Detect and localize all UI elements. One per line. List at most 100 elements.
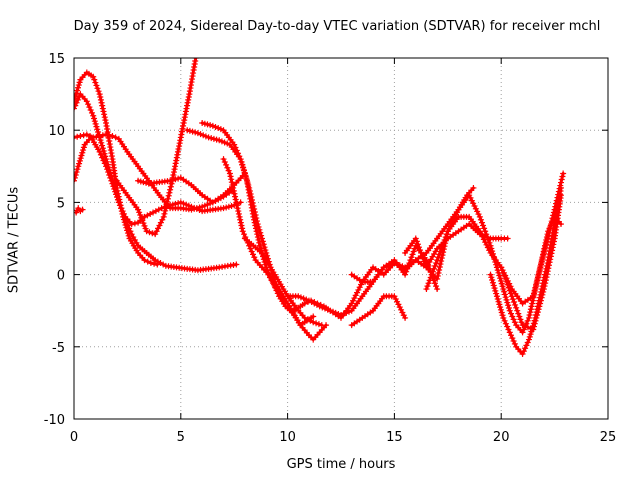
data-point bbox=[99, 145, 106, 152]
data-point bbox=[191, 205, 198, 212]
data-point bbox=[538, 294, 545, 301]
data-point bbox=[485, 236, 492, 243]
data-point bbox=[351, 295, 358, 302]
data-point bbox=[544, 271, 551, 278]
data-point bbox=[232, 193, 239, 200]
data-point bbox=[95, 88, 102, 95]
data-point bbox=[497, 275, 504, 282]
data-point bbox=[260, 241, 267, 248]
data-point bbox=[124, 222, 131, 229]
data-point bbox=[403, 268, 410, 275]
data-point bbox=[425, 280, 432, 287]
data-point bbox=[172, 176, 179, 183]
data-point bbox=[86, 104, 93, 111]
data-point bbox=[251, 219, 258, 226]
data-point bbox=[477, 216, 484, 223]
data-point bbox=[161, 210, 168, 217]
data-point bbox=[414, 241, 421, 248]
data-point bbox=[524, 339, 531, 346]
data-point bbox=[516, 313, 523, 320]
data-point bbox=[239, 161, 246, 168]
data-point bbox=[423, 286, 430, 293]
data-point bbox=[545, 262, 552, 269]
data-point bbox=[424, 283, 431, 290]
data-point bbox=[497, 306, 504, 313]
data-point bbox=[76, 157, 83, 164]
data-point bbox=[504, 235, 511, 242]
data-point bbox=[451, 214, 458, 221]
data-point bbox=[223, 161, 230, 168]
data-point bbox=[200, 132, 207, 139]
data-point bbox=[212, 123, 219, 130]
data-point bbox=[522, 323, 529, 330]
y-tick-label: -5 bbox=[52, 341, 65, 356]
data-point bbox=[534, 277, 541, 284]
data-point bbox=[542, 239, 549, 246]
data-point bbox=[251, 254, 258, 261]
data-point bbox=[74, 87, 81, 94]
data-point bbox=[90, 73, 97, 80]
data-point bbox=[167, 186, 174, 193]
series-line bbox=[200, 121, 475, 317]
data-point bbox=[97, 93, 104, 100]
data-point bbox=[545, 228, 552, 235]
data-point bbox=[493, 293, 500, 300]
data-point bbox=[243, 175, 250, 182]
data-point bbox=[542, 277, 549, 284]
data-point bbox=[488, 274, 495, 281]
data-point bbox=[74, 174, 78, 181]
data-point bbox=[540, 286, 547, 293]
data-point bbox=[315, 321, 322, 328]
data-point bbox=[550, 238, 557, 245]
data-point bbox=[407, 257, 414, 264]
data-point bbox=[138, 214, 145, 221]
data-point bbox=[300, 295, 307, 302]
data-point bbox=[94, 126, 101, 133]
data-point bbox=[236, 153, 243, 160]
data-point bbox=[109, 180, 116, 187]
data-point bbox=[120, 210, 127, 217]
data-point bbox=[495, 298, 502, 305]
data-point bbox=[509, 296, 516, 303]
data-point bbox=[234, 205, 241, 212]
data-point bbox=[540, 288, 547, 295]
series-track-18 bbox=[74, 205, 86, 216]
data-point bbox=[543, 234, 550, 241]
data-point bbox=[498, 309, 505, 316]
data-point bbox=[435, 269, 442, 276]
data-point bbox=[225, 167, 232, 174]
data-point bbox=[167, 177, 174, 184]
data-point bbox=[444, 228, 451, 235]
data-point bbox=[113, 191, 120, 198]
data-point bbox=[74, 99, 80, 106]
data-point bbox=[123, 219, 130, 226]
data-point bbox=[196, 204, 203, 211]
data-point bbox=[517, 316, 524, 323]
data-point bbox=[77, 132, 84, 139]
data-point bbox=[519, 329, 526, 336]
data-point bbox=[429, 268, 436, 275]
data-point bbox=[531, 291, 538, 298]
data-point bbox=[510, 338, 517, 345]
data-point bbox=[438, 258, 445, 265]
data-point bbox=[539, 254, 546, 261]
data-point bbox=[506, 329, 513, 336]
data-point bbox=[350, 297, 357, 304]
data-point bbox=[237, 219, 244, 226]
data-point bbox=[532, 286, 539, 293]
data-point bbox=[140, 220, 147, 227]
data-point bbox=[231, 141, 238, 148]
data-point bbox=[126, 225, 133, 232]
data-point bbox=[490, 282, 497, 289]
data-point bbox=[143, 228, 150, 235]
data-point bbox=[543, 236, 550, 243]
data-point bbox=[93, 123, 100, 130]
data-point bbox=[501, 273, 508, 280]
data-point bbox=[303, 296, 310, 303]
data-point bbox=[76, 79, 83, 86]
data-point bbox=[420, 255, 427, 262]
data-point bbox=[228, 176, 235, 183]
data-point bbox=[447, 222, 454, 229]
data-point bbox=[229, 182, 236, 189]
